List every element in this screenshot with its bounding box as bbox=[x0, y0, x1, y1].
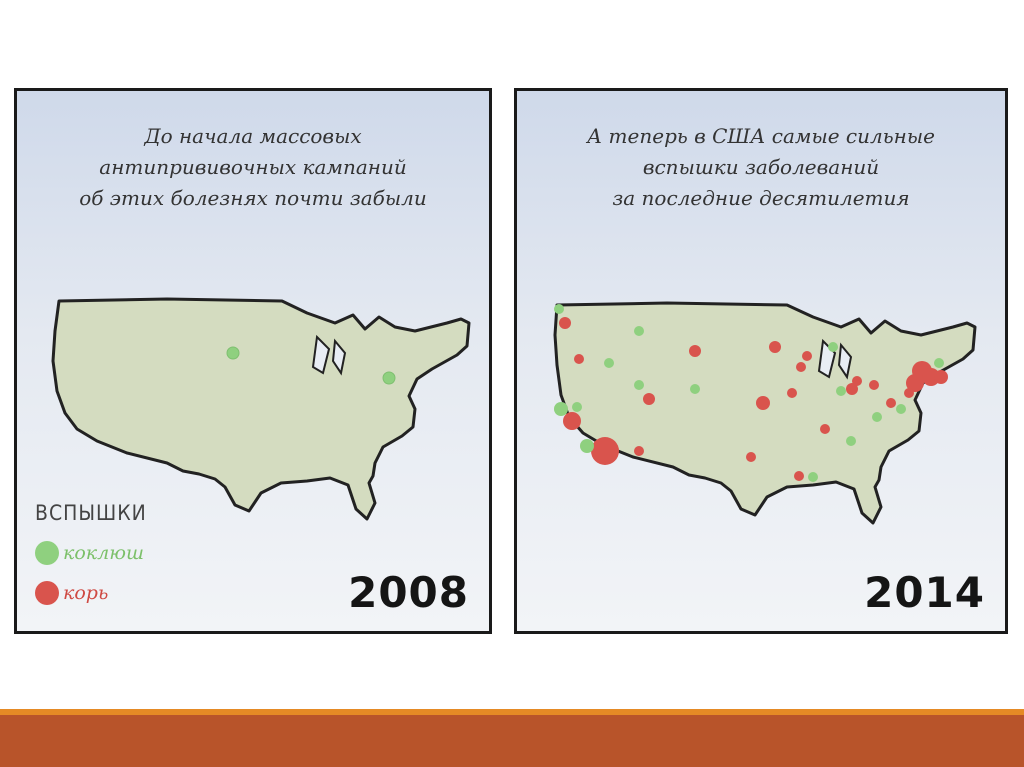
outbreak-measles bbox=[574, 354, 584, 364]
outbreak-whooping-cough bbox=[934, 358, 944, 368]
outbreak-measles bbox=[746, 452, 756, 462]
outbreak-whooping-cough bbox=[554, 304, 564, 314]
great-lakes bbox=[311, 334, 347, 376]
map-panel-2014: А теперь в США самые сильные вспышки заб… bbox=[514, 88, 1008, 634]
outbreak-whooping-cough bbox=[690, 384, 700, 394]
usa-map bbox=[51, 297, 471, 521]
outbreak-measles bbox=[852, 376, 862, 386]
outbreak-measles bbox=[796, 362, 806, 372]
outbreak-measles bbox=[643, 393, 655, 405]
outbreak-whooping-cough bbox=[572, 402, 582, 412]
outbreak-measles bbox=[563, 412, 581, 430]
outbreak-measles bbox=[769, 341, 781, 353]
great-lakes bbox=[817, 338, 853, 380]
outbreak-measles bbox=[756, 396, 770, 410]
outbreak-whooping-cough bbox=[828, 342, 838, 352]
panel-caption: До начала массовых антиприви­вочных камп… bbox=[79, 124, 427, 210]
outbreak-whooping-cough bbox=[872, 412, 882, 422]
outbreak-measles bbox=[922, 368, 940, 386]
outbreak-whooping-cough bbox=[634, 326, 644, 336]
outbreak-whooping-cough bbox=[382, 371, 396, 385]
outbreak-measles bbox=[904, 388, 914, 398]
outbreak-whooping-cough bbox=[634, 380, 644, 390]
outbreak-whooping-cough bbox=[580, 439, 594, 453]
outbreak-measles bbox=[934, 370, 948, 384]
map-panel-2008: До начала массовых антиприви­вочных камп… bbox=[14, 88, 492, 634]
outbreak-measles bbox=[802, 351, 812, 361]
red-dot-icon bbox=[35, 581, 59, 605]
footer-accent-line bbox=[0, 709, 1024, 715]
outbreak-measles bbox=[869, 380, 879, 390]
outbreak-measles bbox=[794, 471, 804, 481]
outbreak-whooping-cough bbox=[808, 472, 818, 482]
legend-label: корь bbox=[63, 582, 109, 604]
outbreak-whooping-cough bbox=[604, 358, 614, 368]
usa-outline bbox=[553, 301, 977, 525]
outbreak-measles bbox=[689, 345, 701, 357]
outbreak-measles bbox=[591, 437, 619, 465]
outbreak-whooping-cough bbox=[226, 346, 240, 360]
usa-map bbox=[553, 301, 977, 525]
outbreaks-measles bbox=[559, 317, 948, 481]
outbreak-measles bbox=[559, 317, 571, 329]
year-label: 2014 bbox=[864, 568, 985, 617]
outbreak-whooping-cough bbox=[554, 402, 568, 416]
outbreak-whooping-cough bbox=[836, 386, 846, 396]
outbreak-measles bbox=[787, 388, 797, 398]
outbreak-measles bbox=[846, 383, 858, 395]
outbreak-measles bbox=[634, 446, 644, 456]
footer-bar bbox=[0, 715, 1024, 767]
legend-label: коклюш bbox=[63, 542, 144, 564]
year-label: 2008 bbox=[348, 568, 469, 617]
outbreaks-whooping-cough bbox=[554, 304, 944, 482]
legend-item-whooping-cough: коклюш bbox=[35, 541, 147, 565]
legend-item-measles: корь bbox=[35, 581, 147, 605]
outbreak-whooping-cough bbox=[846, 436, 856, 446]
usa-outline bbox=[51, 297, 471, 521]
panel-caption: А теперь в США самые сильные вспышки заб… bbox=[587, 124, 935, 210]
legend: ВСПЫШКИ коклюш корь bbox=[35, 501, 147, 621]
outbreak-measles bbox=[886, 398, 896, 408]
legend-title: ВСПЫШКИ bbox=[35, 501, 147, 525]
outbreak-whooping-cough bbox=[896, 404, 906, 414]
outbreak-measles bbox=[820, 424, 830, 434]
green-dot-icon bbox=[35, 541, 59, 565]
